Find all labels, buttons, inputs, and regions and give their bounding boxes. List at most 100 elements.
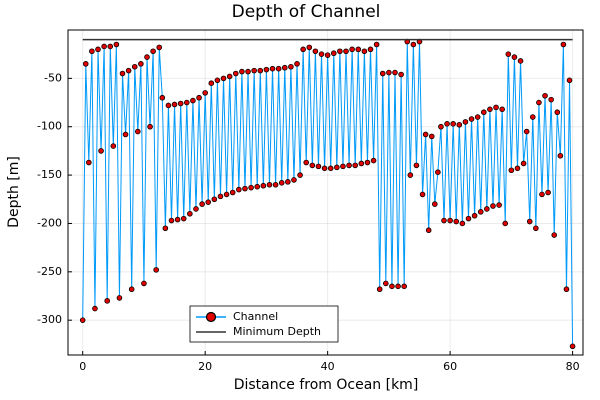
data-point xyxy=(217,193,224,200)
data-point xyxy=(183,99,190,106)
data-point xyxy=(425,227,432,234)
data-point xyxy=(324,52,331,58)
data-point xyxy=(312,48,319,55)
legend: Channel Minimum Depth xyxy=(189,305,339,343)
y-tick-label: -100 xyxy=(37,120,62,133)
data-point xyxy=(263,66,270,73)
data-point xyxy=(275,65,282,72)
data-point xyxy=(566,77,573,84)
y-tick-label: -250 xyxy=(37,265,62,278)
data-point xyxy=(413,162,420,169)
data-point xyxy=(327,165,334,172)
data-point xyxy=(389,283,395,290)
data-point xyxy=(551,232,558,238)
data-point xyxy=(95,46,101,53)
data-point xyxy=(459,220,466,227)
data-point xyxy=(226,73,233,80)
data-point xyxy=(92,305,98,312)
legend-label: Minimum Depth xyxy=(233,325,321,338)
data-point xyxy=(517,58,524,64)
data-point xyxy=(272,181,279,188)
data-point xyxy=(499,106,505,113)
data-point xyxy=(193,206,199,212)
data-point xyxy=(159,94,166,101)
data-point xyxy=(474,114,481,120)
data-point xyxy=(560,41,567,48)
data-point xyxy=(337,48,343,55)
data-point xyxy=(456,121,463,128)
data-point xyxy=(229,189,236,196)
data-point xyxy=(355,46,362,53)
data-point xyxy=(89,48,95,55)
data-point xyxy=(144,54,150,60)
data-point xyxy=(211,196,218,203)
data-point xyxy=(419,191,426,198)
data-point xyxy=(557,152,564,159)
legend-box xyxy=(189,305,339,343)
data-point xyxy=(422,131,429,138)
data-point xyxy=(232,70,239,77)
data-point xyxy=(150,48,156,55)
data-point xyxy=(529,114,536,120)
legend-label: Channel xyxy=(233,310,278,323)
x-tick-label: 60 xyxy=(443,360,457,373)
data-point xyxy=(171,101,178,108)
data-point xyxy=(86,159,92,166)
data-point xyxy=(98,148,104,154)
data-point xyxy=(545,189,551,196)
y-tick-label: -50 xyxy=(44,71,62,84)
data-point xyxy=(465,215,472,222)
data-point xyxy=(407,172,414,178)
data-point xyxy=(116,295,123,301)
data-point xyxy=(493,104,499,111)
data-point xyxy=(432,201,438,207)
data-point xyxy=(569,343,576,350)
data-point xyxy=(205,199,212,205)
data-point xyxy=(358,160,365,167)
data-point xyxy=(239,68,245,75)
data-point xyxy=(401,283,407,290)
data-point xyxy=(285,179,291,185)
data-point xyxy=(131,63,138,70)
data-point xyxy=(447,217,453,224)
data-point xyxy=(554,109,561,116)
data-point xyxy=(526,218,533,225)
data-point xyxy=(199,201,205,207)
data-point xyxy=(79,317,86,323)
data-point xyxy=(122,131,129,138)
data-point xyxy=(281,64,288,71)
data-point xyxy=(180,215,187,222)
data-point xyxy=(107,43,114,50)
data-point xyxy=(340,163,346,170)
data-point xyxy=(330,50,337,57)
data-point xyxy=(135,128,141,135)
data-point xyxy=(548,96,554,103)
data-point xyxy=(318,51,325,57)
data-point xyxy=(242,185,248,192)
y-tick-label: -300 xyxy=(37,313,62,326)
data-point xyxy=(125,67,132,74)
data-point xyxy=(438,123,444,130)
data-point xyxy=(563,286,570,293)
data-point xyxy=(367,46,374,53)
data-point xyxy=(162,225,169,232)
data-point xyxy=(113,41,120,48)
data-point xyxy=(220,75,227,82)
data-point xyxy=(138,61,144,67)
data-point xyxy=(156,44,163,51)
data-point xyxy=(343,48,349,55)
data-point xyxy=(278,180,285,186)
data-point xyxy=(119,70,126,77)
data-point xyxy=(352,162,358,169)
data-point xyxy=(82,61,89,67)
data-point xyxy=(141,280,147,287)
data-point xyxy=(508,167,515,174)
data-point xyxy=(251,67,257,74)
data-point xyxy=(101,43,107,50)
data-point xyxy=(187,210,193,217)
data-point xyxy=(383,280,389,287)
plot-frame xyxy=(67,29,584,356)
chart-title: Depth of Channel xyxy=(232,2,381,22)
data-point xyxy=(386,69,392,76)
